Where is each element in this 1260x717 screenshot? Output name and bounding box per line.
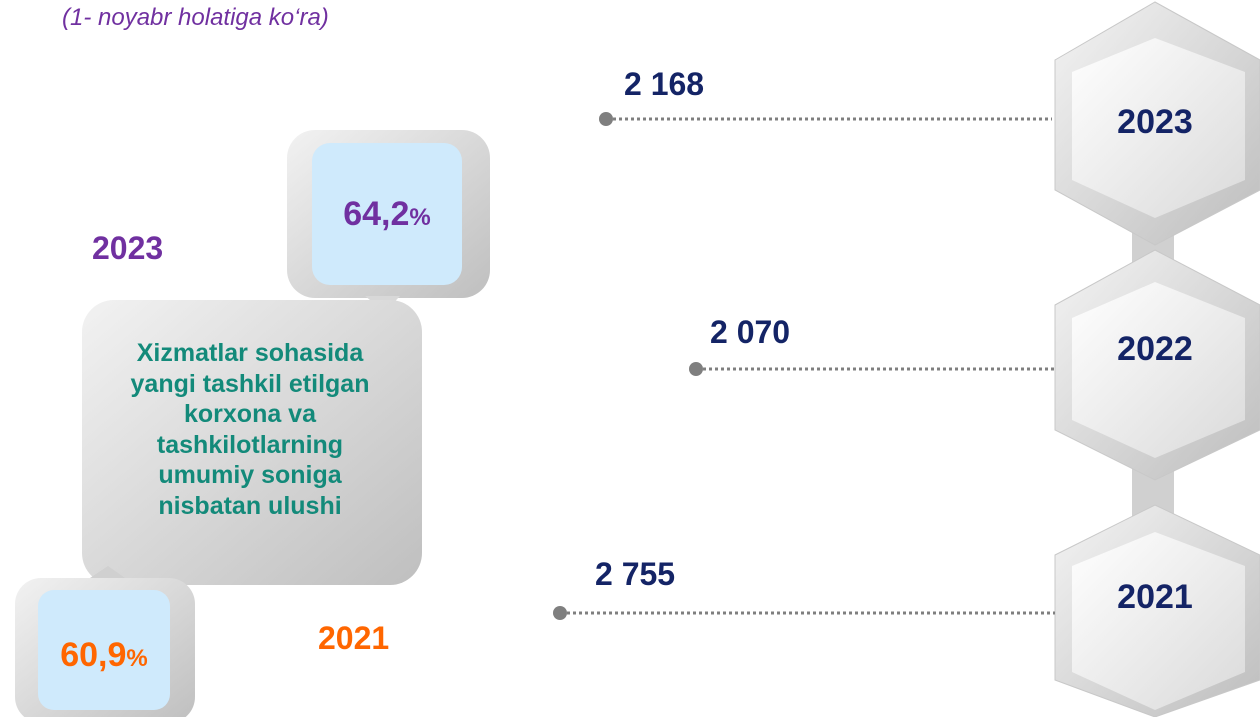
timeline-year: 2022	[1117, 330, 1193, 368]
description-line: yangi tashkil etilgan	[130, 369, 370, 398]
leader	[599, 112, 1052, 126]
timeline-year: 2023	[1117, 103, 1193, 141]
leader	[553, 606, 1055, 620]
value: 60,9	[60, 636, 127, 674]
timeline-value: 2 755	[595, 556, 676, 592]
subtitle: (1- noyabr holatiga ko‘ra)	[62, 4, 329, 31]
description-line: nisbatan ulushi	[158, 491, 342, 520]
share-year: 2023	[92, 230, 164, 266]
timeline-value: 2 168	[624, 66, 705, 102]
leader	[689, 362, 1055, 376]
share-value: 60,9%	[38, 636, 170, 675]
description-line: korxona va	[183, 400, 316, 428]
description-line: tashkilotlarning	[156, 430, 344, 459]
description: Xizmatlar sohasida yangi tashkil etilgan k…	[90, 338, 410, 521]
hexagon	[1054, 249, 1260, 481]
hexagon	[1054, 504, 1260, 717]
percent-box	[15, 566, 195, 717]
hexagon	[1054, 1, 1260, 246]
timeline-value: 2 070	[710, 314, 791, 350]
description-line: Xizmatlar sohasida	[136, 339, 364, 367]
timeline-year: 2021	[1117, 578, 1193, 616]
percent-box	[287, 130, 490, 312]
unit: %	[409, 204, 431, 231]
description-line: umumiy soniga	[158, 461, 342, 489]
unit: %	[126, 645, 148, 672]
share-year: 2021	[318, 620, 390, 656]
share-value: 64,2%	[312, 195, 462, 234]
value: 64,2	[343, 195, 410, 233]
